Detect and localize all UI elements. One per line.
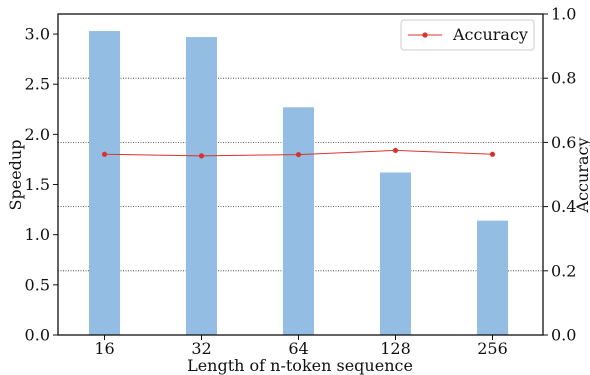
accuracy-line-series [101, 147, 496, 159]
x-axis-title: Length of n-token sequence [187, 356, 413, 375]
y-tick-label: 1.0 [25, 225, 50, 244]
accuracy-point-256 [489, 151, 496, 157]
x-tick-label: 128 [380, 339, 411, 358]
x-tick-label: 64 [288, 339, 308, 358]
y2-tick-label: 0.2 [551, 261, 576, 280]
y-axis-title: Speedup [6, 140, 25, 211]
accuracy-point-16 [101, 151, 108, 157]
y2-tick-label: 0.4 [551, 197, 576, 216]
y-tick-label: 0.5 [25, 275, 50, 294]
speedup-bar-128 [380, 172, 411, 335]
x-tick-label: 16 [94, 339, 114, 358]
x-tick-label: 256 [477, 339, 508, 358]
y-tick-label: 1.5 [25, 175, 50, 194]
y2-tick-label: 1.0 [551, 5, 576, 24]
y-tick-label: 3.0 [25, 25, 50, 44]
bars [89, 31, 508, 336]
y-tick-label: 0.0 [25, 326, 50, 345]
plot-frame [57, 13, 544, 336]
speedup-bar-256 [477, 220, 508, 335]
legend-box [400, 19, 535, 51]
accuracy-point-128 [392, 147, 399, 154]
speedup-bar-16 [89, 31, 120, 335]
legend-accuracy-label: Accuracy [452, 25, 528, 44]
y-axis-left: 0.0 0.5 1.0 1.5 2.0 2.5 3.0 [25, 25, 58, 345]
y-tick-label: 2.0 [25, 125, 50, 144]
y2-tick-label: 0.8 [551, 69, 576, 88]
legend-accuracy-marker [422, 32, 428, 38]
y-tick-label: 2.5 [25, 75, 50, 94]
speedup-bar-64 [283, 107, 314, 336]
x-tick-label: 32 [191, 339, 211, 358]
y-axis-right: 0.0 0.2 0.4 0.6 0.8 1.0 [543, 5, 576, 345]
y2-tick-label: 0.6 [551, 133, 576, 152]
y2-axis-title: Accuracy [573, 138, 590, 214]
y2-tick-label: 0.0 [551, 326, 576, 345]
x-axis: 16 32 64 128 256 [94, 335, 508, 358]
accuracy-point-32 [198, 153, 205, 159]
legend: Accuracy [400, 19, 535, 51]
speedup-bar-32 [186, 37, 217, 336]
accuracy-point-64 [295, 151, 302, 158]
